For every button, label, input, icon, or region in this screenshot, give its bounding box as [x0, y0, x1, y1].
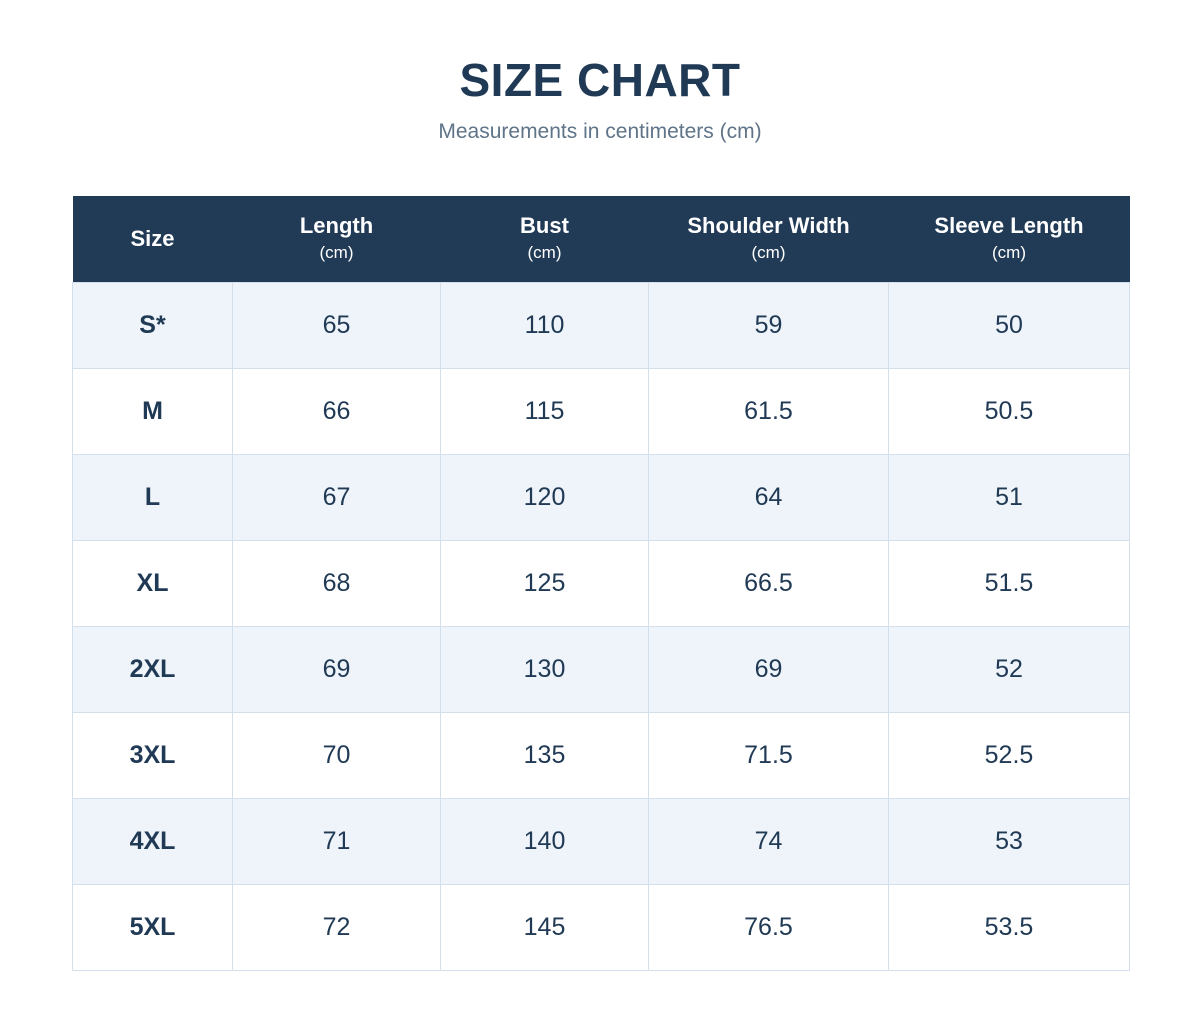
- measurement-cell: 53.5: [888, 883, 1130, 971]
- measurement-cell: 74: [648, 797, 889, 885]
- measurement-cell: 115: [440, 367, 649, 455]
- measurement-cell: 135: [440, 711, 649, 799]
- measurement-cell: 51.5: [888, 539, 1130, 627]
- size-cell: 5XL: [72, 883, 233, 971]
- table-row: 5XL 72 145 76.5 53.5: [72, 883, 1130, 971]
- table-row: S* 65 110 59 50: [72, 281, 1130, 369]
- measurement-cell: 50.5: [888, 367, 1130, 455]
- measurement-cell: 76.5: [648, 883, 889, 971]
- measurement-cell: 68: [232, 539, 441, 627]
- measurement-cell: 71: [232, 797, 441, 885]
- measurement-cell: 70: [232, 711, 441, 799]
- column-header: Size: [73, 196, 233, 282]
- measurement-cell: 52: [888, 625, 1130, 713]
- measurement-cell: 66.5: [648, 539, 889, 627]
- measurement-cell: 66: [232, 367, 441, 455]
- measurement-cell: 61.5: [648, 367, 889, 455]
- column-header: Sleeve Length (cm): [889, 196, 1130, 282]
- column-header: Bust (cm): [441, 196, 649, 282]
- size-cell: 3XL: [72, 711, 233, 799]
- column-header-label: Bust: [520, 213, 569, 239]
- measurement-cell: 59: [648, 281, 889, 369]
- size-cell: XL: [72, 539, 233, 627]
- measurement-cell: 51: [888, 453, 1130, 541]
- measurement-cell: 130: [440, 625, 649, 713]
- measurement-cell: 69: [648, 625, 889, 713]
- size-cell: L: [72, 453, 233, 541]
- table-row: XL 68 125 66.5 51.5: [72, 539, 1130, 627]
- column-header-label: Size: [130, 225, 175, 251]
- table-body: S* 65 110 59 50 M 66 115 61.5 50.5 L 67 120 64 51 XL 68 1…: [72, 281, 1130, 971]
- measurement-cell: 52.5: [888, 711, 1130, 799]
- measurement-cell: 145: [440, 883, 649, 971]
- measurement-cell: 64: [648, 453, 889, 541]
- table-header: Size Length (cm) Bust (cm) Shoulder Width (cm)…: [72, 196, 1130, 282]
- column-header-label: Length: [299, 213, 374, 239]
- measurement-cell: 71.5: [648, 711, 889, 799]
- table-row: 3XL 70 135 71.5 52.5: [72, 711, 1130, 799]
- measurement-cell: 65: [232, 281, 441, 369]
- size-cell: S*: [72, 281, 233, 369]
- measurement-cell: 50: [888, 281, 1130, 369]
- size-cell: 4XL: [72, 797, 233, 885]
- page-title: SIZE CHART: [459, 54, 741, 106]
- column-header-label: Sleeve Length: [934, 213, 1084, 239]
- column-header: Shoulder Width (cm): [649, 196, 889, 282]
- header-row: Size Length (cm) Bust (cm) Shoulder Width (cm)…: [72, 196, 1130, 282]
- page-subtitle: Measurements in centimeters (cm): [438, 120, 762, 143]
- size-cell: 2XL: [72, 625, 233, 713]
- table-row: 2XL 69 130 69 52: [72, 625, 1130, 713]
- measurement-cell: 53: [888, 797, 1130, 885]
- size-cell: M: [72, 367, 233, 455]
- column-header-unit: (cm): [992, 243, 1026, 263]
- column-header-unit: (cm): [319, 243, 354, 263]
- column-header-label: Shoulder Width: [687, 213, 850, 239]
- table-row: 4XL 71 140 74 53: [72, 797, 1130, 885]
- measurement-cell: 67: [232, 453, 441, 541]
- table-row: L 67 120 64 51: [72, 453, 1130, 541]
- size-table: Size Length (cm) Bust (cm) Shoulder Width (cm)…: [72, 196, 1130, 971]
- measurement-cell: 69: [232, 625, 441, 713]
- column-header-unit: (cm): [527, 243, 562, 263]
- measurement-cell: 110: [440, 281, 649, 369]
- measurement-cell: 140: [440, 797, 649, 885]
- measurement-cell: 120: [440, 453, 649, 541]
- table-row: M 66 115 61.5 50.5: [72, 367, 1130, 455]
- column-header: Length (cm): [233, 196, 441, 282]
- measurement-cell: 125: [440, 539, 649, 627]
- column-header-unit: (cm): [751, 243, 786, 263]
- measurement-cell: 72: [232, 883, 441, 971]
